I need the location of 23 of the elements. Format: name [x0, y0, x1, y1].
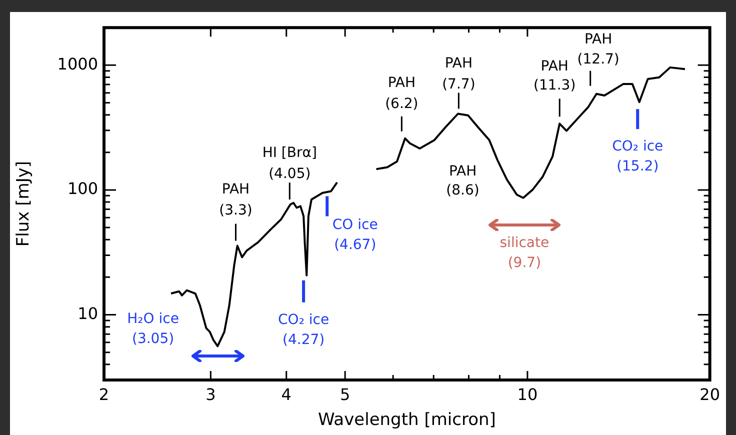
annotation: silicate (9.7): [500, 235, 550, 272]
x-tick-label: 10: [517, 384, 538, 404]
x-tick-label: 4: [281, 384, 292, 404]
x-tick-label: 5: [340, 384, 350, 404]
annotation: HI [Brα] (4.05): [262, 145, 317, 182]
y-tick-label: 10: [78, 304, 98, 323]
annotation: PAH (6.2): [385, 75, 418, 112]
x-tick-label: 20: [700, 384, 720, 404]
annotation: H₂O ice (3.05): [127, 310, 179, 347]
x-tick-label: 2: [98, 384, 110, 404]
x-tick-label: 3: [206, 384, 216, 404]
y-axis-title: Flux [mJy]: [14, 160, 34, 247]
annotation: PAH (11.3): [534, 58, 576, 94]
annotation: CO₂ ice (15.2): [612, 138, 664, 175]
annotation: PAH (12.7): [577, 31, 620, 68]
annotation: CO₂ ice (4.27): [278, 312, 330, 348]
y-tick-label: 100: [67, 179, 98, 198]
x-axis-title: Wavelength [micron]: [318, 410, 496, 430]
annotation: PAH (3.3): [219, 181, 252, 218]
y-tick-label: 1000: [57, 54, 98, 74]
annotation: CO ice (4.67): [332, 216, 378, 253]
annotation: PAH (7.7): [442, 55, 476, 92]
annotation: PAH (8.6): [446, 164, 480, 199]
